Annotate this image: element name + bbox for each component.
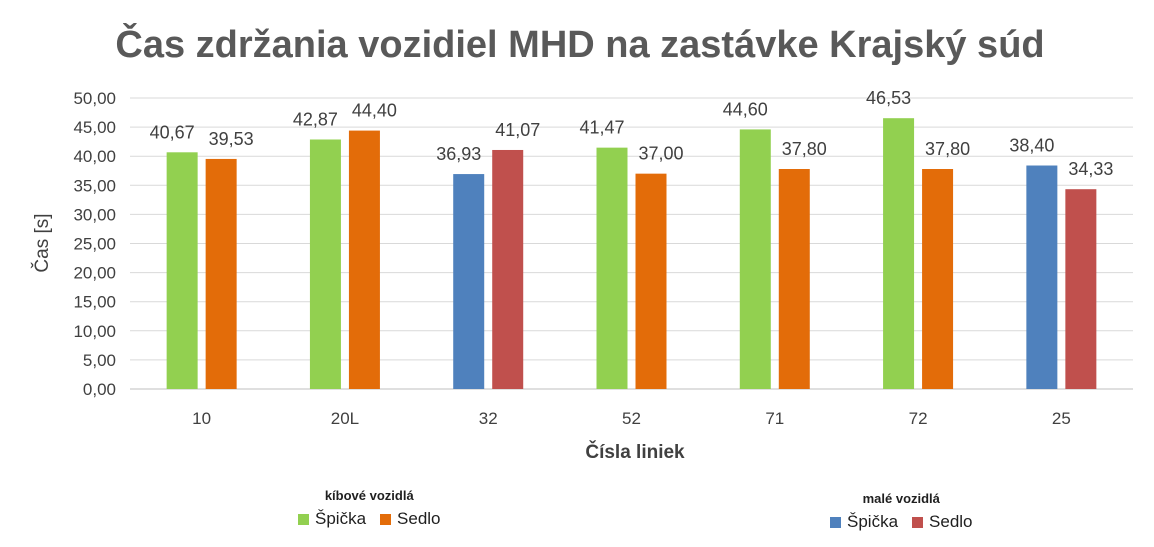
gridlines xyxy=(130,97,1133,390)
legend-swatch xyxy=(298,513,309,525)
y-tick-label: 10,00 xyxy=(73,322,116,341)
x-tick-label: 32 xyxy=(479,409,498,428)
chart-title: Čas zdržania vozidiel MHD na zastávke Kr… xyxy=(115,21,1044,66)
x-axis-ticks: 10 20L 32 52 71 72 25 xyxy=(192,409,1071,428)
y-tick-label: 45,00 xyxy=(73,118,116,137)
legend-male: malé vozidlá Špička Sedlo xyxy=(830,491,973,532)
y-tick-label: 40,00 xyxy=(73,147,116,166)
data-label: 39,53 xyxy=(209,129,254,149)
data-label: 41,07 xyxy=(495,120,540,140)
data-label: 37,00 xyxy=(638,144,683,164)
x-tick-label: 52 xyxy=(622,409,641,428)
bar-52-spicka xyxy=(596,147,628,389)
bar-52-sedlo xyxy=(635,173,667,389)
x-tick-label: 25 xyxy=(1052,409,1071,428)
data-label: 37,80 xyxy=(782,139,827,159)
data-label: 37,80 xyxy=(925,139,970,159)
legend-item-spicka: Špička xyxy=(830,512,898,532)
y-tick-label: 20,00 xyxy=(73,264,116,283)
bar-32-sedlo xyxy=(492,149,524,389)
data-label: 46,53 xyxy=(866,88,911,108)
x-tick-label: 72 xyxy=(909,409,928,428)
x-tick-label: 10 xyxy=(192,409,211,428)
bar-72-spicka xyxy=(883,118,915,389)
x-axis-label: Čísla liniek xyxy=(585,441,685,463)
y-tick-label: 5,00 xyxy=(83,351,116,370)
bar-71-spicka xyxy=(739,129,771,390)
data-label: 40,67 xyxy=(150,122,195,142)
legend-label: Špička xyxy=(847,512,899,531)
legend-swatch xyxy=(912,516,924,528)
legend-label: Sedlo xyxy=(929,512,973,531)
bars xyxy=(166,118,1097,390)
y-tick-label: 25,00 xyxy=(73,235,116,254)
x-tick-label: 71 xyxy=(765,409,784,428)
bar-10-sedlo xyxy=(205,158,237,389)
legend-item-spicka: Špička xyxy=(298,509,366,529)
legend-title: malé vozidlá xyxy=(862,491,940,506)
bar-20L-spicka xyxy=(309,139,341,389)
legend-swatch xyxy=(830,516,841,528)
y-axis-label: Čas [s] xyxy=(31,213,53,272)
x-tick-label: 20L xyxy=(331,409,359,428)
y-axis-ticks: 0,00 5,00 10,00 15,00 20,00 25,00 30,00 35,00 40… xyxy=(73,89,116,399)
data-label: 44,40 xyxy=(352,101,397,121)
bar-32-spicka xyxy=(453,174,485,389)
data-label: 41,47 xyxy=(579,118,624,138)
legend-swatch xyxy=(380,513,392,525)
legend-title: kíbové vozidlá xyxy=(324,488,414,503)
data-label: 44,60 xyxy=(723,99,768,119)
data-label: 42,87 xyxy=(293,109,338,129)
bar-25-sedlo xyxy=(1065,189,1097,389)
legend-kibove: kíbové vozidlá Špička Sedlo xyxy=(298,488,441,529)
y-tick-label: 30,00 xyxy=(73,205,116,224)
data-label: 38,40 xyxy=(1009,136,1054,156)
bar-72-sedlo xyxy=(922,169,954,389)
bar-10-spicka xyxy=(166,152,198,389)
bar-20L-sedlo xyxy=(348,130,380,390)
legend-item-sedlo: Sedlo xyxy=(380,509,441,529)
legend-item-sedlo: Sedlo xyxy=(912,512,973,532)
data-label: 36,93 xyxy=(436,144,481,164)
bar-25-spicka xyxy=(1026,165,1058,389)
y-tick-label: 50,00 xyxy=(73,89,116,108)
data-labels: 40,67 39,53 42,87 44,40 36,93 41,07 41,47 37,00… xyxy=(150,88,1114,179)
y-tick-label: 15,00 xyxy=(73,293,116,312)
bar-71-sedlo xyxy=(778,169,810,389)
legend-label: Sedlo xyxy=(397,509,441,528)
y-tick-label: 0,00 xyxy=(83,380,116,399)
legend-label: Špička xyxy=(315,509,367,528)
y-tick-label: 35,00 xyxy=(73,176,116,195)
data-label: 34,33 xyxy=(1068,159,1113,179)
